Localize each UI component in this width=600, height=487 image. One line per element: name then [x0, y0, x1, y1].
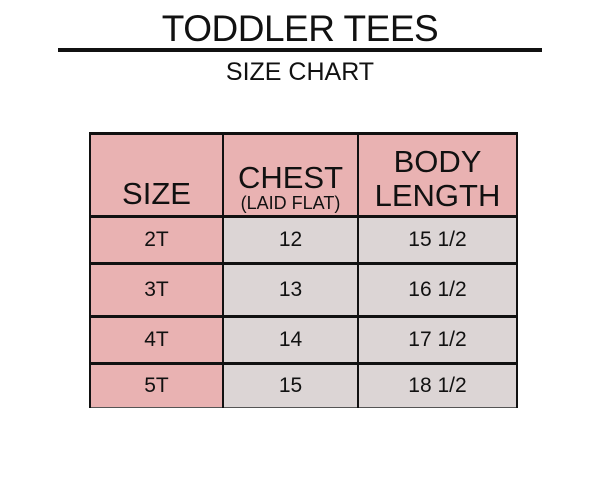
- body-length-cell: 18 1/2: [357, 363, 518, 408]
- title-divider: [58, 48, 542, 52]
- size-chart-table: SIZE CHEST (LAID FLAT) BODY LENGTH 2T 12…: [89, 132, 518, 408]
- size-cell: 4T: [89, 316, 224, 365]
- chest-cell: 14: [222, 316, 359, 365]
- header-chest-note: (LAID FLAT): [240, 193, 341, 213]
- header-body-length: BODY LENGTH: [357, 132, 518, 218]
- chest-cell: 13: [222, 263, 359, 318]
- header-chest-label: CHEST: [237, 160, 344, 195]
- body-length-cell: 15 1/2: [357, 216, 518, 265]
- body-length-cell: 16 1/2: [357, 263, 518, 318]
- chest-cell: 12: [222, 216, 359, 265]
- size-cell: 5T: [89, 363, 224, 408]
- page-title: TODDLER TEES: [161, 8, 439, 49]
- header-chest: CHEST (LAID FLAT): [222, 132, 359, 218]
- page-subtitle: SIZE CHART: [225, 58, 375, 86]
- header-body-line2: LENGTH: [374, 178, 501, 213]
- header-size: SIZE: [89, 132, 224, 218]
- table-row: 2T 12 15 1/2: [89, 216, 518, 265]
- header-row: SIZE CHEST (LAID FLAT) BODY LENGTH: [89, 132, 518, 218]
- table-row: 3T 13 16 1/2: [89, 263, 518, 318]
- table-row: 5T 15 18 1/2: [89, 363, 518, 408]
- table-row: 4T 14 17 1/2: [89, 316, 518, 365]
- size-cell: 3T: [89, 263, 224, 318]
- body-length-cell: 17 1/2: [357, 316, 518, 365]
- header-body-line1: BODY: [393, 144, 482, 179]
- chest-cell: 15: [222, 363, 359, 408]
- size-cell: 2T: [89, 216, 224, 265]
